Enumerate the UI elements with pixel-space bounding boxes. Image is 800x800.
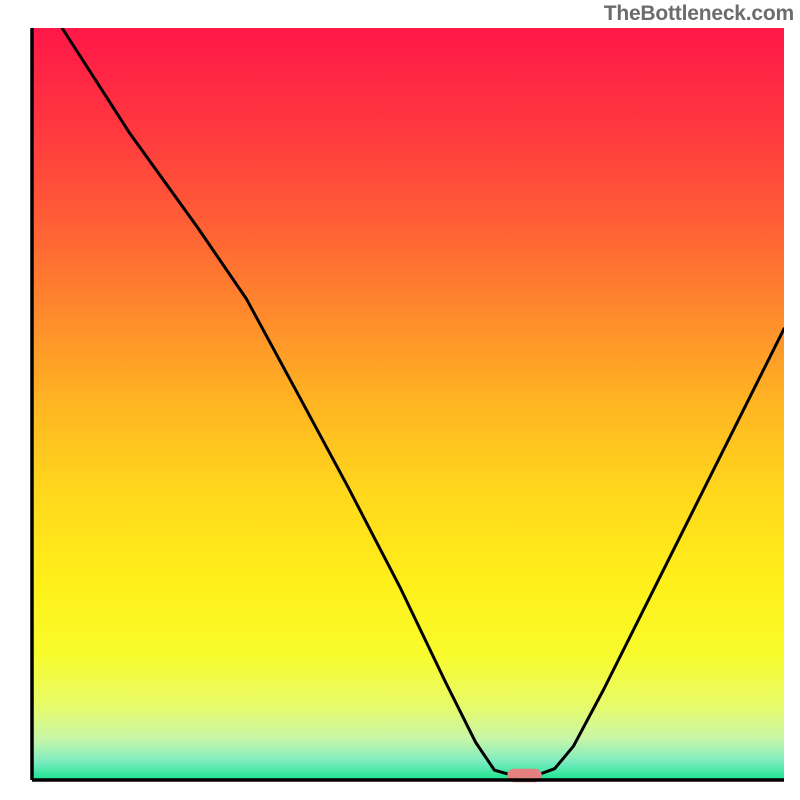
gradient-background <box>32 28 784 780</box>
chart-container: TheBottleneck.com <box>0 0 800 800</box>
watermark-text: TheBottleneck.com <box>604 2 794 26</box>
bottleneck-chart <box>0 0 800 800</box>
